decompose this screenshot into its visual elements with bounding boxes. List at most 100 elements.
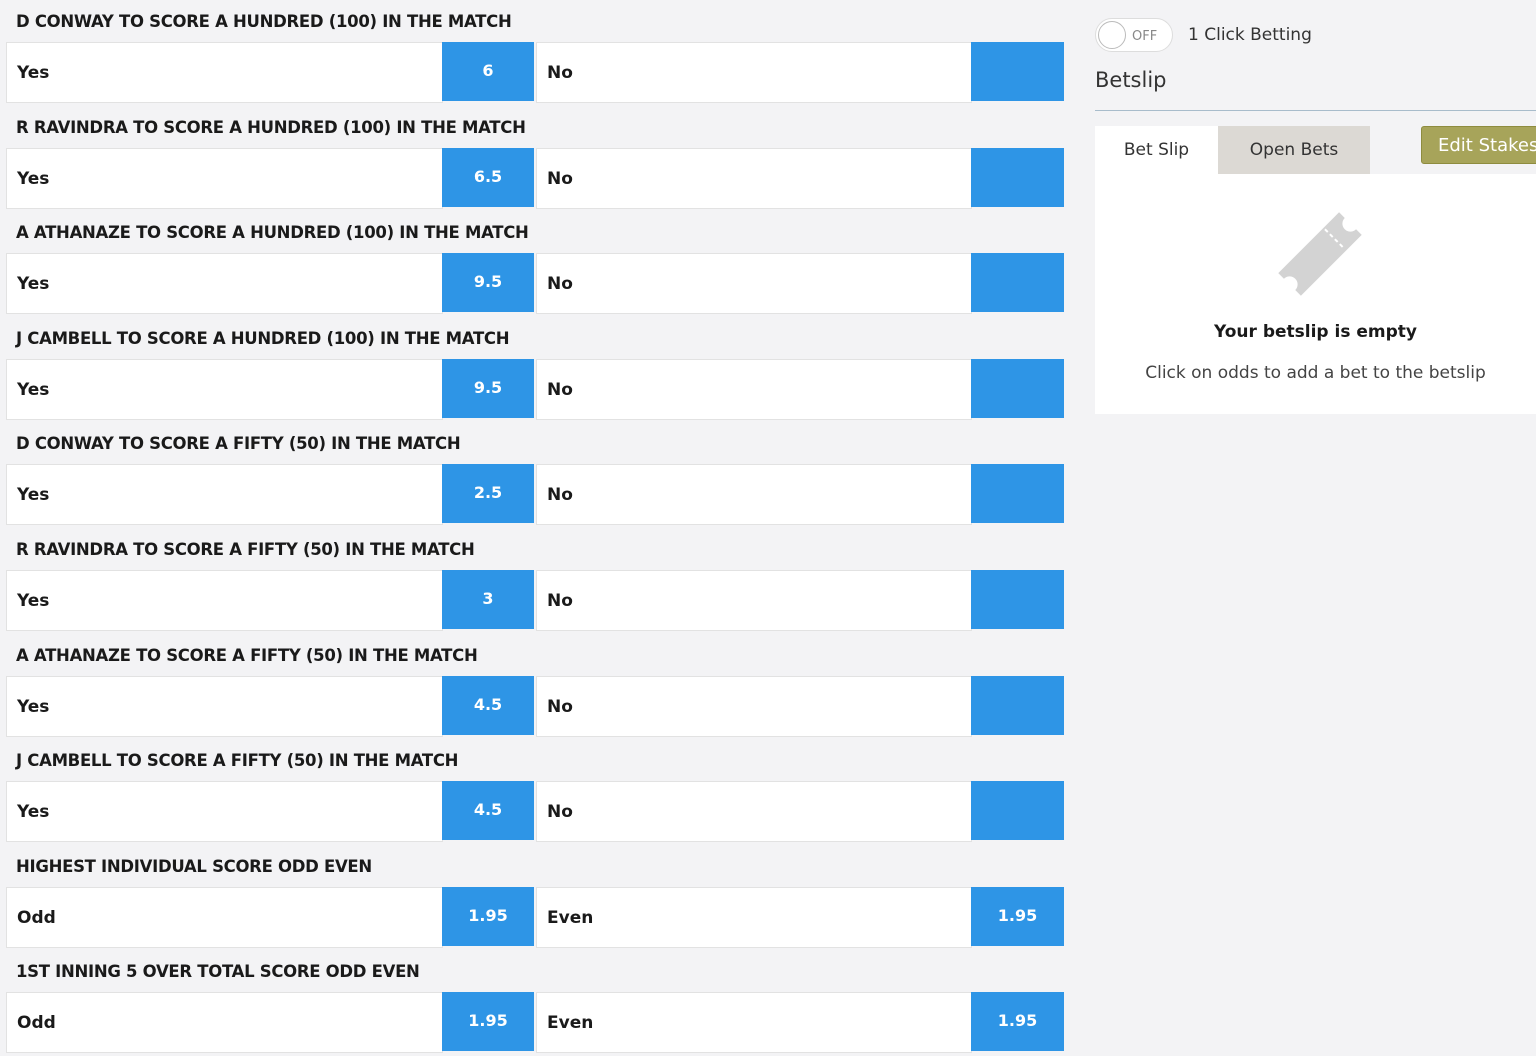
odds-button-right[interactable] xyxy=(971,147,1064,207)
market-row: Odd 1.95 Even 1.95 xyxy=(6,886,1064,948)
market: J CAMBELL TO SCORE A FIFTY (50) IN THE M… xyxy=(0,739,1070,845)
odds-button-left[interactable]: 1.95 xyxy=(442,992,534,1052)
selection-label: Odd xyxy=(17,1013,56,1034)
betslip-panel: Your betslip is empty Click on odds to a… xyxy=(1095,174,1536,414)
edit-stakes-button[interactable]: Edit Stakes xyxy=(1421,126,1536,164)
market-row: Yes 9.5 No xyxy=(6,358,1064,420)
selection-label: Yes xyxy=(17,63,50,83)
selection-right: Even xyxy=(536,886,972,948)
selection-label: Yes xyxy=(17,379,50,400)
market-title: A ATHANAZE TO SCORE A FIFTY (50) IN THE … xyxy=(16,645,478,665)
odds-button-left[interactable]: 3 xyxy=(442,570,534,629)
market: A ATHANAZE TO SCORE A FIFTY (50) IN THE … xyxy=(0,634,1070,740)
odds-button-right[interactable] xyxy=(971,570,1064,629)
empty-title: Your betslip is empty xyxy=(1213,322,1417,342)
odds-button-left[interactable]: 4.5 xyxy=(442,781,534,841)
one-click-toggle[interactable]: OFF xyxy=(1095,18,1173,52)
selection-label: Odd xyxy=(17,907,56,928)
odds-button-right[interactable] xyxy=(971,42,1064,101)
selection-label: No xyxy=(547,63,573,83)
selection-right: No xyxy=(536,358,972,420)
selection-right: No xyxy=(536,42,972,103)
market: R RAVINDRA TO SCORE A FIFTY (50) IN THE … xyxy=(0,528,1070,634)
market-row: Yes 6.5 No xyxy=(6,147,1064,209)
selection-label: No xyxy=(547,485,573,506)
market: 1ST INNING 5 OVER TOTAL SCORE ODD EVEN O… xyxy=(0,950,1070,1056)
selection-label: No xyxy=(547,274,573,295)
selection-right: No xyxy=(536,675,972,737)
selection-label: Yes xyxy=(17,591,50,611)
selection-left: Yes xyxy=(6,147,443,209)
selection-label: Yes xyxy=(17,274,50,295)
odds-button-left[interactable]: 6.5 xyxy=(442,147,534,207)
odds-button-right[interactable]: 1.95 xyxy=(971,992,1064,1052)
selection-label: Yes xyxy=(17,696,50,717)
ticket-icon xyxy=(1278,212,1362,296)
empty-text: Click on odds to add a bet to the betsli… xyxy=(1145,363,1486,383)
market-title: R RAVINDRA TO SCORE A FIFTY (50) IN THE … xyxy=(16,540,475,559)
market: D CONWAY TO SCORE A FIFTY (50) IN THE MA… xyxy=(0,422,1070,528)
market-row: Yes 2.5 No xyxy=(6,464,1064,526)
market-title: J CAMBELL TO SCORE A HUNDRED (100) IN TH… xyxy=(16,328,510,348)
market-row: Yes 3 No xyxy=(6,570,1064,631)
betslip-title: Betslip xyxy=(1095,68,1167,92)
selection-label: No xyxy=(547,802,573,823)
selection-label: No xyxy=(547,168,573,189)
odds-button-right[interactable] xyxy=(971,675,1064,735)
selection-label: No xyxy=(547,591,573,611)
odds-button-right[interactable] xyxy=(971,781,1064,841)
odds-button-left[interactable]: 2.5 xyxy=(442,464,534,524)
odds-button-left[interactable]: 6 xyxy=(442,42,534,101)
odds-button-left[interactable]: 4.5 xyxy=(442,675,534,735)
selection-left: Odd xyxy=(6,886,443,948)
market-title: HIGHEST INDIVIDUAL SCORE ODD EVEN xyxy=(16,856,372,876)
selection-label: No xyxy=(547,379,573,400)
market-title: D CONWAY TO SCORE A FIFTY (50) IN THE MA… xyxy=(16,434,461,454)
market: A ATHANAZE TO SCORE A HUNDRED (100) IN T… xyxy=(0,211,1070,317)
market-title: 1ST INNING 5 OVER TOTAL SCORE ODD EVEN xyxy=(16,962,420,982)
selection-right: No xyxy=(536,464,972,526)
selection-left: Yes xyxy=(6,464,443,526)
market-title: A ATHANAZE TO SCORE A HUNDRED (100) IN T… xyxy=(16,223,529,243)
market-title: R RAVINDRA TO SCORE A HUNDRED (100) IN T… xyxy=(16,117,526,137)
selection-right: Even xyxy=(536,992,972,1054)
selection-label: Even xyxy=(547,1013,594,1034)
market-row: Yes 9.5 No xyxy=(6,253,1064,315)
selection-left: Yes xyxy=(6,42,443,103)
odds-button-left[interactable]: 9.5 xyxy=(442,253,534,313)
selection-right: No xyxy=(536,147,972,209)
toggle-state: OFF xyxy=(1132,29,1158,44)
market: D CONWAY TO SCORE A HUNDRED (100) IN THE… xyxy=(0,0,1070,106)
selection-right: No xyxy=(536,253,972,315)
toggle-knob[interactable] xyxy=(1098,21,1126,49)
odds-button-right[interactable] xyxy=(971,464,1064,524)
selection-left: Odd xyxy=(6,992,443,1054)
market-row: Yes 6 No xyxy=(6,42,1064,103)
tab-bet-slip[interactable]: Bet Slip xyxy=(1095,126,1218,174)
selection-label: No xyxy=(547,696,573,717)
selection-left: Yes xyxy=(6,253,443,315)
selection-left: Yes xyxy=(6,358,443,420)
one-click-label: 1 Click Betting xyxy=(1188,25,1312,45)
selection-left: Yes xyxy=(6,570,443,631)
divider xyxy=(1095,110,1536,111)
odds-button-left[interactable]: 1.95 xyxy=(442,886,534,946)
tab-open-bets[interactable]: Open Bets xyxy=(1218,126,1370,174)
selection-label: Yes xyxy=(17,485,50,506)
selection-left: Yes xyxy=(6,675,443,737)
market: J CAMBELL TO SCORE A HUNDRED (100) IN TH… xyxy=(0,317,1070,423)
selection-label: Yes xyxy=(17,802,50,823)
odds-button-right[interactable]: 1.95 xyxy=(971,886,1064,946)
selection-left: Yes xyxy=(6,781,443,843)
market-row: Yes 4.5 No xyxy=(6,781,1064,843)
odds-button-right[interactable] xyxy=(971,253,1064,313)
market-row: Odd 1.95 Even 1.95 xyxy=(6,992,1064,1054)
selection-label: Even xyxy=(547,907,594,928)
market: R RAVINDRA TO SCORE A HUNDRED (100) IN T… xyxy=(0,106,1070,212)
odds-button-right[interactable] xyxy=(971,358,1064,418)
selection-right: No xyxy=(536,570,972,631)
selection-right: No xyxy=(536,781,972,843)
market-row: Yes 4.5 No xyxy=(6,675,1064,737)
market: HIGHEST INDIVIDUAL SCORE ODD EVEN Odd 1.… xyxy=(0,845,1070,951)
odds-button-left[interactable]: 9.5 xyxy=(442,358,534,418)
